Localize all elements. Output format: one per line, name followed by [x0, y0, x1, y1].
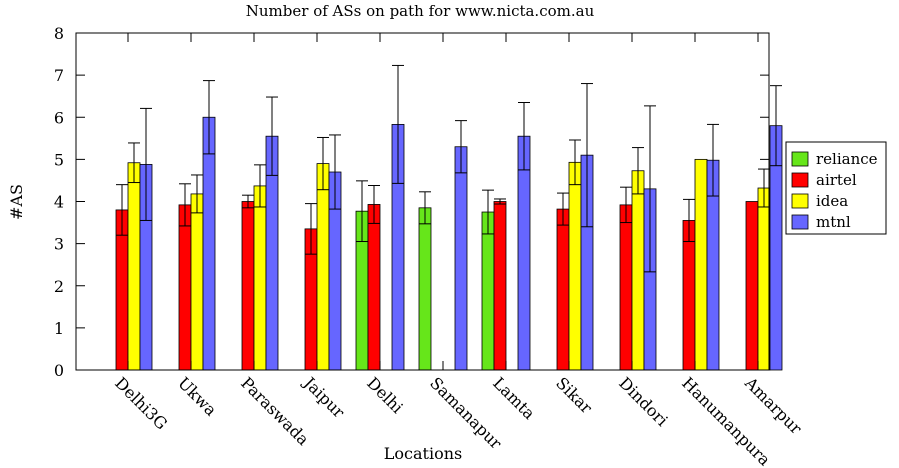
x-tick-label: Sikar [552, 373, 596, 417]
error-bars [116, 64, 782, 273]
bar-idea [694, 158, 708, 371]
bar-airtel [556, 208, 570, 371]
bar-airtel [241, 201, 255, 371]
x-tick-label: Lamta [489, 373, 539, 423]
chart-title: Number of ASs on path for www.nicta.com.… [246, 2, 595, 20]
legend-swatch-idea [791, 193, 809, 209]
legend-swatch-mtnl [791, 214, 809, 230]
bar-mtnl [517, 135, 531, 371]
bar-airtel [682, 220, 696, 371]
bar-reliance [481, 211, 495, 371]
y-tick-label: 3 [54, 235, 64, 254]
bars [115, 116, 783, 371]
x-axis-label: Locations [384, 444, 462, 463]
bar-idea [316, 163, 330, 371]
bar-idea [253, 185, 267, 371]
legend-label-reliance: reliance [816, 150, 878, 168]
y-tick-label: 2 [54, 277, 64, 296]
bar-airtel [178, 204, 192, 371]
bar-airtel [745, 201, 759, 371]
legend-swatch-airtel [791, 172, 809, 188]
y-axis-label: #AS [7, 184, 26, 220]
y-tick-label: 0 [54, 361, 64, 380]
bar-mtnl [454, 146, 468, 371]
x-tick-label: Jaipur [299, 372, 349, 422]
y-axis: 0 1 2 3 4 5 6 7 8 [54, 24, 769, 380]
x-tick-label: Amarpur [740, 373, 805, 438]
bar-reliance [418, 207, 432, 371]
y-tick-label: 6 [54, 108, 64, 127]
x-tick-label: Delhi [363, 373, 407, 417]
bar-idea [568, 161, 582, 371]
legend-swatch-reliance [791, 151, 809, 167]
bar-airtel [367, 204, 381, 371]
legend: reliance airtel idea mtnl [785, 141, 887, 235]
bar-airtel [619, 204, 633, 371]
x-tick-label: Dindori [615, 373, 671, 429]
y-tick-label: 5 [54, 150, 64, 169]
legend-label-airtel: airtel [816, 171, 857, 189]
bar-mtnl [202, 116, 216, 371]
bar-idea [757, 187, 771, 371]
plot-frame [75, 32, 770, 371]
x-tick-label: Delhi3G [111, 373, 171, 433]
y-tick-label: 4 [54, 193, 64, 212]
bar-airtel [493, 201, 507, 371]
x-tick-label: Ukwa [174, 373, 221, 420]
y-tick-label: 1 [54, 319, 64, 338]
y-tick-label: 8 [54, 24, 64, 43]
bar-idea [127, 162, 141, 371]
bar-idea [190, 193, 204, 371]
legend-label-idea: idea [816, 192, 848, 210]
bar-idea [631, 170, 645, 371]
y-tick-label: 7 [54, 66, 64, 85]
legend-label-mtnl: mtnl [816, 213, 851, 231]
